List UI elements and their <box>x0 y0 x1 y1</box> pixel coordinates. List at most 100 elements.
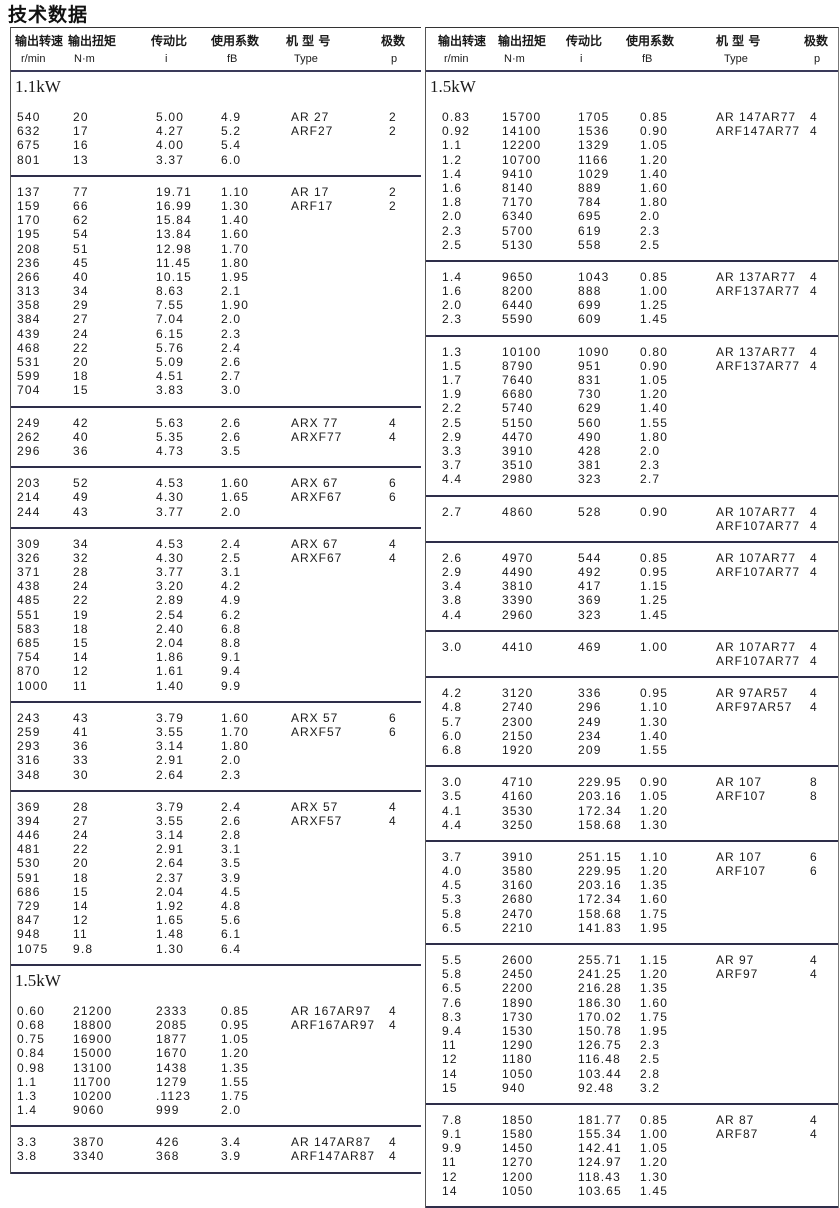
cell-speed: 1.2 <box>442 152 463 167</box>
cell-type: ARF107AR77 <box>716 654 801 668</box>
cell-ratio: 2.89 <box>156 593 185 608</box>
cell-service-factor: 1.60 <box>221 227 250 242</box>
cell-torque: 54 <box>73 227 89 242</box>
cell-speed: 5.5 <box>442 953 463 967</box>
table-row: 1.7 7640 831 1.05 <box>426 373 838 387</box>
cell-speed: 296 <box>17 443 41 458</box>
cell-ratio: 141.83 <box>578 920 622 935</box>
table-row: 0.92 14100 1536 0.90 <box>426 124 838 138</box>
cell-type: ARF137AR77 <box>716 358 801 373</box>
table-row: 948 11 1.48 6.1 <box>11 927 421 941</box>
cell-torque: 940 <box>502 1080 526 1095</box>
cell-speed: 1.4 <box>442 269 463 284</box>
cell-poles: 4 <box>810 124 818 139</box>
cell-torque: 8200 <box>502 284 534 299</box>
cell-torque: 1200 <box>502 1169 534 1184</box>
header-ratio: 传动比 <box>566 34 603 48</box>
header-poles: 极数 <box>381 34 406 48</box>
table-row: 2.2 5740 629 1.40 <box>426 401 838 415</box>
type-row: ARF107 6 <box>426 864 838 878</box>
cell-speed: 14 <box>442 1183 458 1198</box>
data-group: 5.5 2600 255.71 1.15 5.8 2450 241.25 1.20 6.5 220… <box>426 945 838 1105</box>
table-row: 11 1290 126.75 2.3 <box>426 1038 838 1052</box>
cell-torque: 41 <box>73 724 89 739</box>
cell-service-factor: 1.05 <box>640 138 669 153</box>
cell-torque: 5740 <box>502 401 534 416</box>
cell-ratio: 2085 <box>156 1017 188 1032</box>
cell-speed: 6.5 <box>442 981 463 996</box>
cell-type: ARF87 <box>716 1127 759 1142</box>
cell-service-factor: 1.20 <box>221 1046 250 1061</box>
cell-service-factor: 1.05 <box>640 373 669 387</box>
cell-service-factor: 2.0 <box>221 1103 242 1118</box>
cell-speed: 0.68 <box>17 1017 46 1032</box>
table-row: 3.4 3810 417 1.15 <box>426 579 838 593</box>
table-row: 1.6 8200 888 1.00 <box>426 284 838 298</box>
table-row: 446 24 3.14 2.8 <box>11 828 421 842</box>
cell-torque: 34 <box>73 284 89 299</box>
cell-ratio: 730 <box>578 387 602 402</box>
table-row: 2.0 6340 695 2.0 <box>426 209 838 223</box>
model-types: AR 107 8 ARF107 8 <box>426 775 838 803</box>
cell-ratio: 3.55 <box>156 724 185 739</box>
power-label: 1.1kW <box>15 77 61 96</box>
cell-ratio: 4.30 <box>156 490 185 505</box>
cell-speed: 1.1 <box>442 138 463 153</box>
cell-torque: 1530 <box>502 1023 534 1038</box>
cell-torque: 10200 <box>73 1088 113 1103</box>
table-row: 203 52 4.53 1.60 <box>11 476 421 490</box>
cell-ratio: 3.55 <box>156 813 185 828</box>
cell-service-factor: 1.10 <box>640 700 669 715</box>
cell-torque: 2210 <box>502 920 534 935</box>
cell-service-factor: 9.1 <box>221 650 242 665</box>
table-row: 685 15 2.04 8.8 <box>11 636 421 650</box>
type-row: AR 147AR77 4 <box>426 110 838 124</box>
cell-ratio: 103.44 <box>578 1066 622 1081</box>
cell-speed: 0.60 <box>17 1003 46 1018</box>
cell-service-factor: 1.30 <box>640 817 669 832</box>
header-speed-unit: r/min <box>21 53 46 65</box>
cell-ratio: 172.34 <box>578 803 622 818</box>
table-row: 847 12 1.65 5.6 <box>11 913 421 927</box>
cell-speed: 5.8 <box>442 967 463 982</box>
cell-ratio: 3.79 <box>156 799 185 814</box>
cell-torque: 24 <box>73 326 89 341</box>
cell-poles: 6 <box>389 724 397 739</box>
cell-type: AR 147AR87 <box>291 1135 372 1150</box>
cell-ratio: 7.55 <box>156 298 185 313</box>
cell-service-factor: 9.4 <box>221 664 242 679</box>
cell-torque: 4860 <box>502 504 534 519</box>
cell-type: ARF107 <box>716 864 767 879</box>
type-row: AR 87 4 <box>426 1113 838 1127</box>
cell-torque: 34 <box>73 536 89 551</box>
cell-service-factor: 1.00 <box>640 1127 669 1142</box>
cell-torque: 3160 <box>502 878 534 893</box>
cell-service-factor: 1.60 <box>640 180 669 195</box>
table-row: 3.3 3870 426 3.4 <box>11 1135 421 1149</box>
cell-ratio: 784 <box>578 195 602 210</box>
table-row: 3.7 3910 251.15 1.10 <box>426 850 838 864</box>
cell-torque: 6680 <box>502 387 534 402</box>
cell-ratio: 8.63 <box>156 284 185 299</box>
table-row: 1.1 11700 1279 1.55 <box>11 1075 421 1089</box>
cell-torque: 3120 <box>502 686 534 701</box>
cell-poles: 4 <box>389 1017 397 1032</box>
cell-speed: 551 <box>17 607 41 622</box>
cell-service-factor: 1.30 <box>640 714 669 729</box>
cell-torque: 1270 <box>502 1155 534 1170</box>
table-row: 0.98 13100 1438 1.35 <box>11 1061 421 1075</box>
cell-ratio: 15.84 <box>156 213 193 228</box>
cell-speed: 195 <box>17 227 41 242</box>
cell-ratio: 1536 <box>578 124 610 139</box>
data-group: 1.4 9650 1043 0.85 1.6 8200 888 1.00 2.0 6440 699 1… <box>426 262 838 337</box>
cell-torque: 1580 <box>502 1127 534 1142</box>
table-row: 1.6 8140 889 1.60 <box>426 181 838 195</box>
table-row: 4.1 3530 172.34 1.20 <box>426 804 838 818</box>
cell-speed: 394 <box>17 813 41 828</box>
cell-speed: 591 <box>17 870 41 885</box>
type-row: ARF107AR77 4 <box>426 654 838 668</box>
cell-type: ARXF57 <box>291 813 343 828</box>
cell-speed: 15 <box>442 1080 458 1095</box>
table-row: 6.5 2200 216.28 1.35 <box>426 981 838 995</box>
cell-torque: 16900 <box>73 1032 113 1047</box>
